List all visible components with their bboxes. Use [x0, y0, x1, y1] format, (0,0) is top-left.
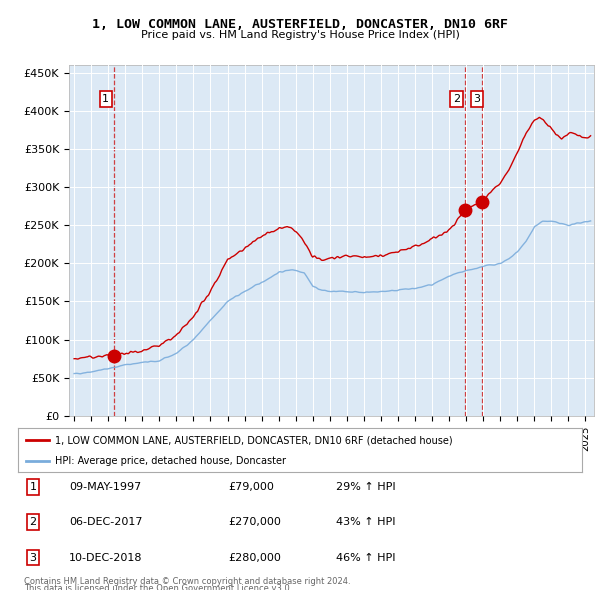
- Text: 3: 3: [473, 94, 481, 104]
- Text: 10-DEC-2018: 10-DEC-2018: [69, 553, 143, 562]
- Text: 29% ↑ HPI: 29% ↑ HPI: [336, 482, 395, 491]
- Text: 43% ↑ HPI: 43% ↑ HPI: [336, 517, 395, 527]
- Text: Contains HM Land Registry data © Crown copyright and database right 2024.: Contains HM Land Registry data © Crown c…: [24, 577, 350, 586]
- Text: £270,000: £270,000: [228, 517, 281, 527]
- Text: 1: 1: [103, 94, 109, 104]
- Text: 2: 2: [453, 94, 460, 104]
- Text: £280,000: £280,000: [228, 553, 281, 562]
- Text: 06-DEC-2017: 06-DEC-2017: [69, 517, 143, 527]
- Text: Price paid vs. HM Land Registry's House Price Index (HPI): Price paid vs. HM Land Registry's House …: [140, 30, 460, 40]
- Text: HPI: Average price, detached house, Doncaster: HPI: Average price, detached house, Donc…: [55, 456, 286, 466]
- Text: 09-MAY-1997: 09-MAY-1997: [69, 482, 141, 491]
- Text: 1: 1: [29, 482, 37, 491]
- Text: 3: 3: [29, 553, 37, 562]
- Text: 1, LOW COMMON LANE, AUSTERFIELD, DONCASTER, DN10 6RF: 1, LOW COMMON LANE, AUSTERFIELD, DONCAST…: [92, 18, 508, 31]
- Text: 46% ↑ HPI: 46% ↑ HPI: [336, 553, 395, 562]
- Text: £79,000: £79,000: [228, 482, 274, 491]
- Text: This data is licensed under the Open Government Licence v3.0.: This data is licensed under the Open Gov…: [24, 584, 292, 590]
- Text: 1, LOW COMMON LANE, AUSTERFIELD, DONCASTER, DN10 6RF (detached house): 1, LOW COMMON LANE, AUSTERFIELD, DONCAST…: [55, 435, 452, 445]
- Text: 2: 2: [29, 517, 37, 527]
